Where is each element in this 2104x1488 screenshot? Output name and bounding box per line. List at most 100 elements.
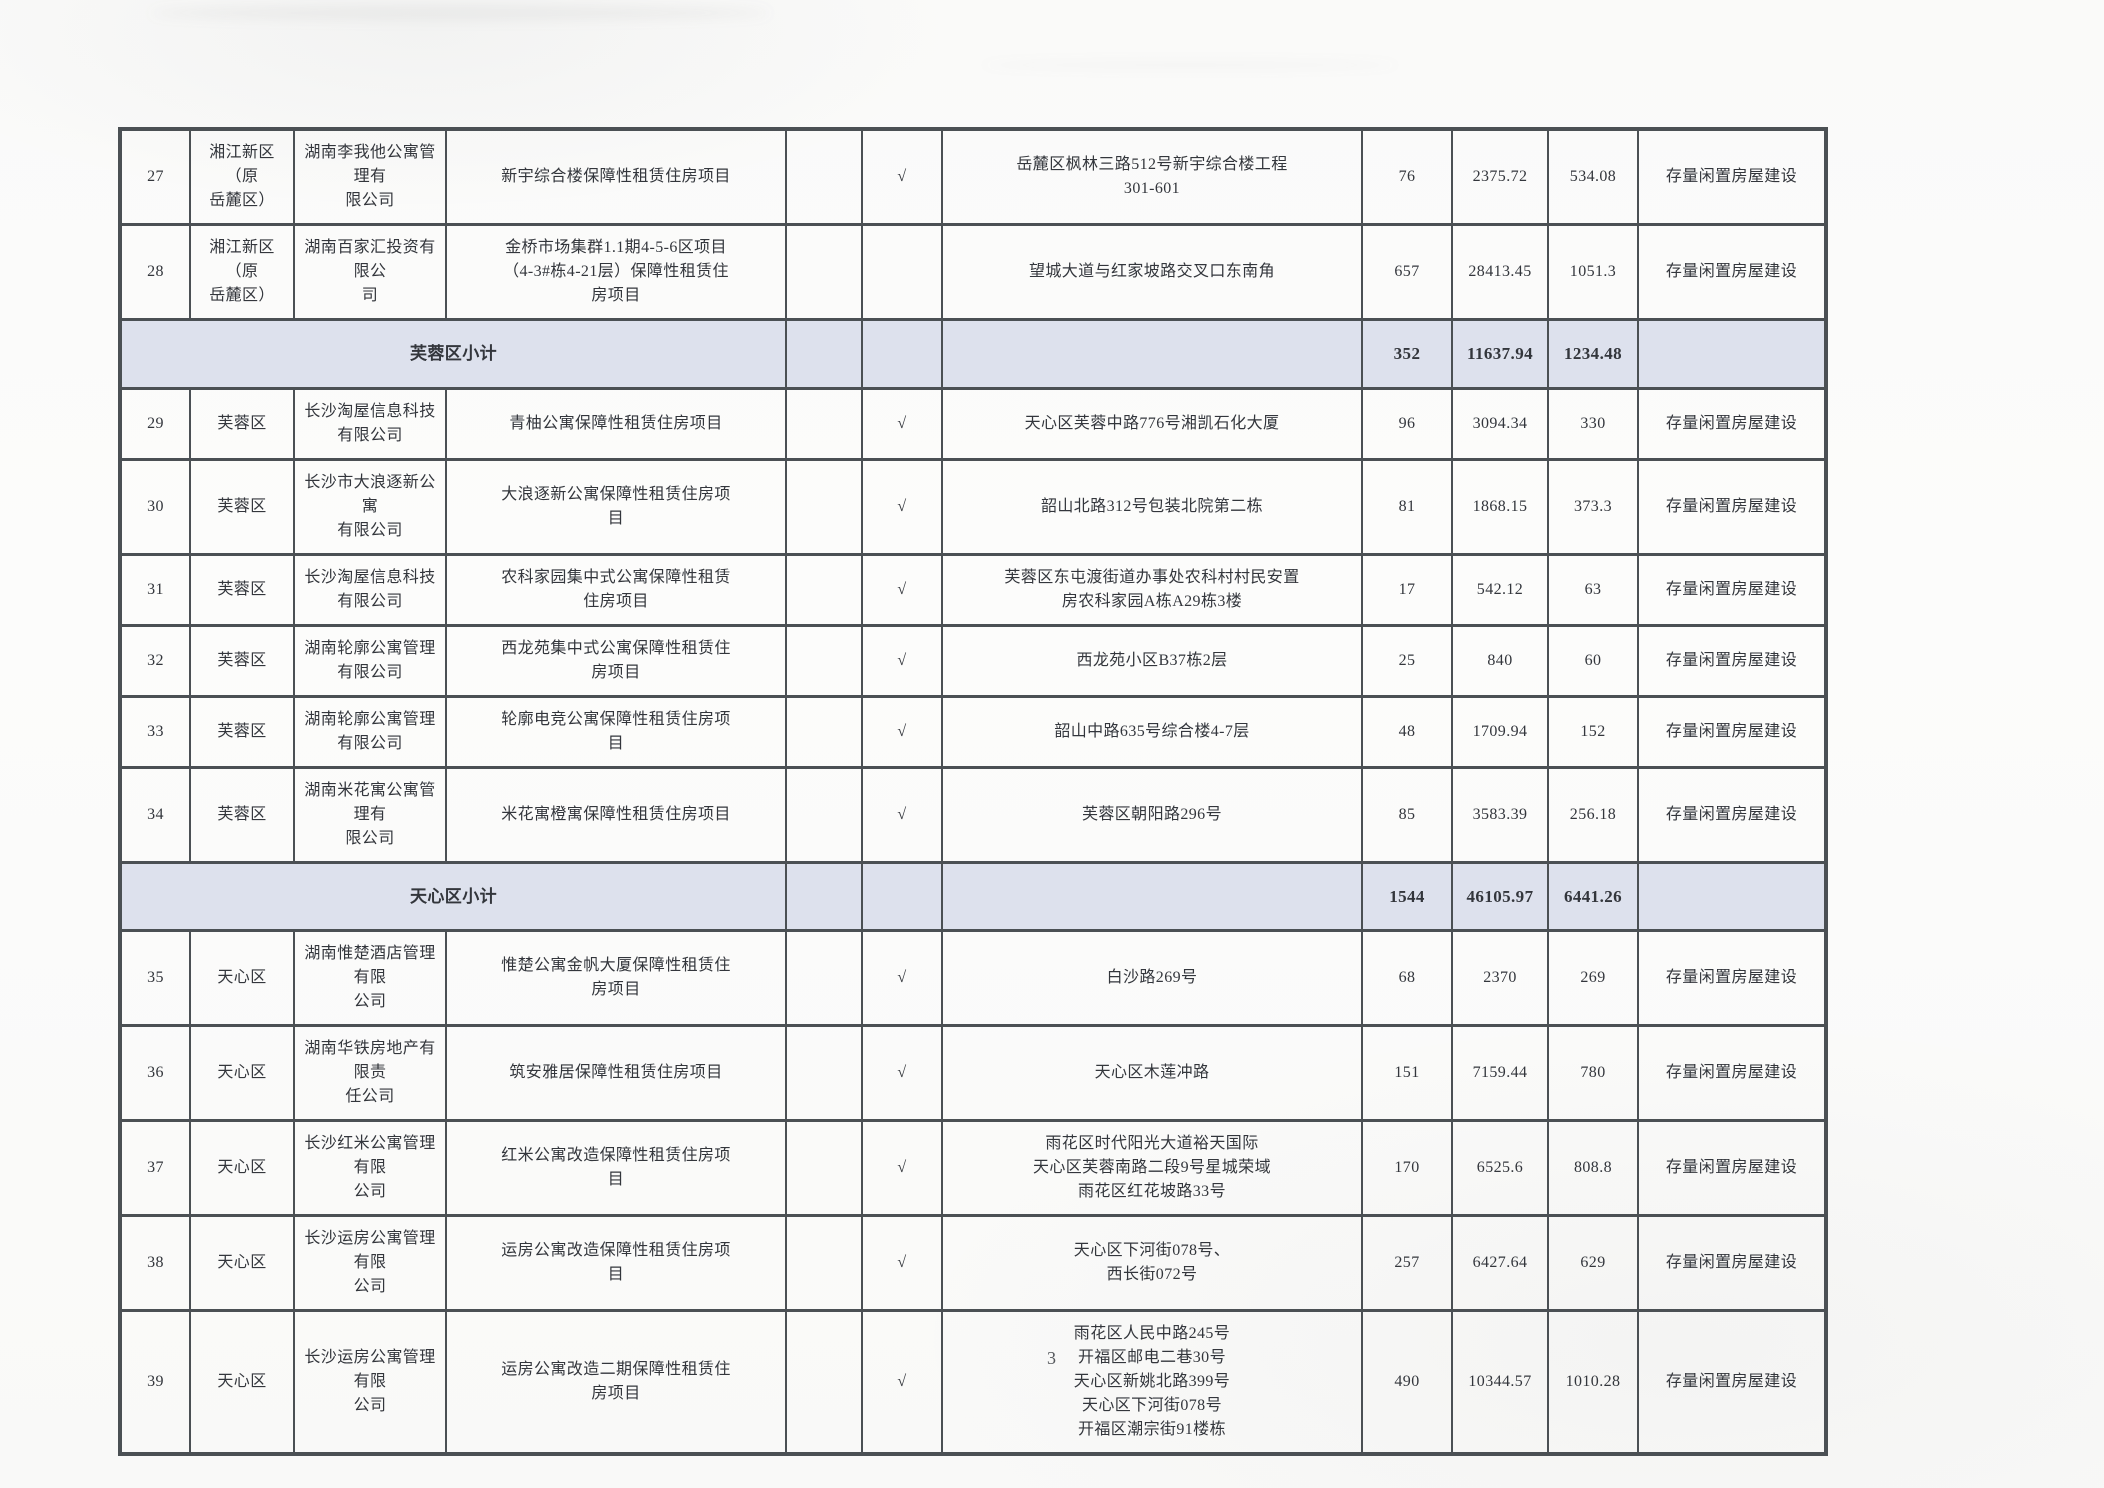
cell-address: 望城大道与红家坡路交叉口东南角 xyxy=(941,223,1363,321)
cell-units: 170 xyxy=(1361,1119,1453,1217)
cell-units: 81 xyxy=(1361,457,1453,556)
cell-no: 29 xyxy=(119,386,191,461)
cell-land-area: 269 xyxy=(1547,929,1639,1027)
cell-check: √ xyxy=(861,1309,943,1456)
cell-company: 湖南轮廓公寓管理 有限公司 xyxy=(293,694,447,769)
scan-artifact xyxy=(980,60,1400,70)
cell-address: 岳麓区枫林三路512号新宇综合楼工程 301-601 xyxy=(941,127,1363,226)
cell-units: 490 xyxy=(1361,1309,1453,1456)
cell-units: 657 xyxy=(1361,223,1453,321)
project-row: 35 天心区 湖南惟楚酒店管理有限 公司 惟楚公寓金帆大厦保障性租赁住 房项目 √ 白沙路… xyxy=(119,929,1827,1027)
cell-project: 青柚公寓保障性租赁住房项目 xyxy=(445,386,787,461)
cell-district: 芙蓉区 xyxy=(189,694,295,769)
cell-address: 白沙路269号 xyxy=(941,929,1363,1027)
cell-address xyxy=(941,860,1363,932)
cell-no: 33 xyxy=(119,694,191,769)
project-row: 39 天心区 长沙运房公寓管理有限 公司 运房公寓改造二期保障性租赁住 房项目 √ 雨花区… xyxy=(119,1309,1827,1456)
cell-district: 湘江新区（原 岳麓区） xyxy=(189,223,295,321)
cell-company: 长沙红米公寓管理有限 公司 xyxy=(293,1119,447,1217)
cell-district: 天心区 xyxy=(189,1309,295,1456)
rental-housing-project-table: 27 湘江新区（原 岳麓区） 湖南李我他公寓管理有 限公司 新宇综合楼保障性租赁住房项… xyxy=(118,127,1828,1456)
subtotal-label: 天心区小计 xyxy=(119,860,787,932)
page-number: 3 xyxy=(1047,1348,1057,1368)
project-row: 38 天心区 长沙运房公寓管理有限 公司 运房公寓改造保障性租赁住房项 目 √ 天心区下河… xyxy=(119,1214,1827,1312)
project-row: 27 湘江新区（原 岳麓区） 湖南李我他公寓管理有 限公司 新宇综合楼保障性租赁住房项… xyxy=(119,127,1827,226)
cell-blank xyxy=(785,1119,863,1217)
cell-district: 芙蓉区 xyxy=(189,552,295,627)
cell-company: 湖南轮廓公寓管理 有限公司 xyxy=(293,623,447,698)
cell-check: √ xyxy=(861,765,943,864)
cell-floor-area: 3094.34 xyxy=(1451,386,1549,461)
cell-address: 天心区木莲冲路 xyxy=(941,1024,1363,1122)
cell-category: 存量闲置房屋建设 xyxy=(1637,1024,1827,1122)
cell-units: 352 xyxy=(1361,318,1453,390)
cell-check: √ xyxy=(861,694,943,769)
cell-units: 25 xyxy=(1361,623,1453,698)
cell-units: 48 xyxy=(1361,694,1453,769)
project-row: 32 芙蓉区 湖南轮廓公寓管理 有限公司 西龙苑集中式公寓保障性租赁住 房项目 √ 西龙苑… xyxy=(119,623,1827,698)
cell-check: √ xyxy=(861,457,943,556)
cell-check xyxy=(861,860,943,932)
cell-land-area: 60 xyxy=(1547,623,1639,698)
cell-project: 红米公寓改造保障性租赁住房项 目 xyxy=(445,1119,787,1217)
subtotal-label: 芙蓉区小计 xyxy=(119,318,787,390)
cell-units: 257 xyxy=(1361,1214,1453,1312)
cell-land-area: 152 xyxy=(1547,694,1639,769)
subtotal-row: 芙蓉区小计 352 11637.94 1234.48 xyxy=(119,318,1827,390)
cell-land-area: 1051.3 xyxy=(1547,223,1639,321)
cell-district: 天心区 xyxy=(189,929,295,1027)
cell-company: 湖南惟楚酒店管理有限 公司 xyxy=(293,929,447,1027)
cell-units: 76 xyxy=(1361,127,1453,226)
cell-blank xyxy=(785,457,863,556)
cell-category xyxy=(1637,318,1827,390)
cell-category: 存量闲置房屋建设 xyxy=(1637,623,1827,698)
cell-check: √ xyxy=(861,623,943,698)
cell-blank xyxy=(785,929,863,1027)
cell-category: 存量闲置房屋建设 xyxy=(1637,386,1827,461)
cell-company: 长沙淘屋信息科技 有限公司 xyxy=(293,552,447,627)
project-row: 29 芙蓉区 长沙淘屋信息科技 有限公司 青柚公寓保障性租赁住房项目 √ 天心区芙蓉中路7… xyxy=(119,386,1827,461)
project-row: 37 天心区 长沙红米公寓管理有限 公司 红米公寓改造保障性租赁住房项 目 √ 雨花区时代… xyxy=(119,1119,1827,1217)
cell-blank xyxy=(785,1214,863,1312)
cell-land-area: 256.18 xyxy=(1547,765,1639,864)
cell-address: 雨花区人民中路245号 开福区邮电二巷30号 天心区新姚北路399号 天心区下河… xyxy=(941,1309,1363,1456)
cell-blank xyxy=(785,127,863,226)
cell-floor-area: 28413.45 xyxy=(1451,223,1549,321)
cell-check xyxy=(861,318,943,390)
cell-floor-area: 6427.64 xyxy=(1451,1214,1549,1312)
cell-land-area: 1234.48 xyxy=(1547,318,1639,390)
cell-project: 运房公寓改造保障性租赁住房项 目 xyxy=(445,1214,787,1312)
cell-no: 27 xyxy=(119,127,191,226)
cell-units: 68 xyxy=(1361,929,1453,1027)
cell-blank xyxy=(785,1309,863,1456)
cell-check: √ xyxy=(861,552,943,627)
cell-project: 轮廓电竞公寓保障性租赁住房项 目 xyxy=(445,694,787,769)
cell-floor-area: 1868.15 xyxy=(1451,457,1549,556)
cell-district: 天心区 xyxy=(189,1214,295,1312)
cell-district: 芙蓉区 xyxy=(189,765,295,864)
cell-floor-area: 3583.39 xyxy=(1451,765,1549,864)
cell-address: 韶山中路635号综合楼4-7层 xyxy=(941,694,1363,769)
cell-check: √ xyxy=(861,386,943,461)
cell-category: 存量闲置房屋建设 xyxy=(1637,765,1827,864)
cell-company: 湖南米花寓公寓管理有 限公司 xyxy=(293,765,447,864)
cell-check xyxy=(861,223,943,321)
cell-project: 运房公寓改造二期保障性租赁住 房项目 xyxy=(445,1309,787,1456)
cell-land-area: 808.8 xyxy=(1547,1119,1639,1217)
cell-no: 36 xyxy=(119,1024,191,1122)
cell-blank xyxy=(785,386,863,461)
cell-district: 天心区 xyxy=(189,1024,295,1122)
table-body: 27 湘江新区（原 岳麓区） 湖南李我他公寓管理有 限公司 新宇综合楼保障性租赁住房项… xyxy=(119,127,1827,1456)
project-row: 34 芙蓉区 湖南米花寓公寓管理有 限公司 米花寓橙寓保障性租赁住房项目 √ 芙蓉区朝阳路… xyxy=(119,765,1827,864)
cell-category: 存量闲置房屋建设 xyxy=(1637,552,1827,627)
cell-land-area: 330 xyxy=(1547,386,1639,461)
project-row: 31 芙蓉区 长沙淘屋信息科技 有限公司 农科家园集中式公寓保障性租赁 住房项目 √ 芙蓉… xyxy=(119,552,1827,627)
cell-category: 存量闲置房屋建设 xyxy=(1637,223,1827,321)
cell-blank xyxy=(785,623,863,698)
cell-address: 雨花区时代阳光大道裕天国际 天心区芙蓉南路二段9号星城荣域 雨花区红花坡路33号 xyxy=(941,1119,1363,1217)
cell-floor-area: 840 xyxy=(1451,623,1549,698)
cell-floor-area: 542.12 xyxy=(1451,552,1549,627)
cell-check: √ xyxy=(861,929,943,1027)
cell-no: 31 xyxy=(119,552,191,627)
cell-company: 长沙淘屋信息科技 有限公司 xyxy=(293,386,447,461)
